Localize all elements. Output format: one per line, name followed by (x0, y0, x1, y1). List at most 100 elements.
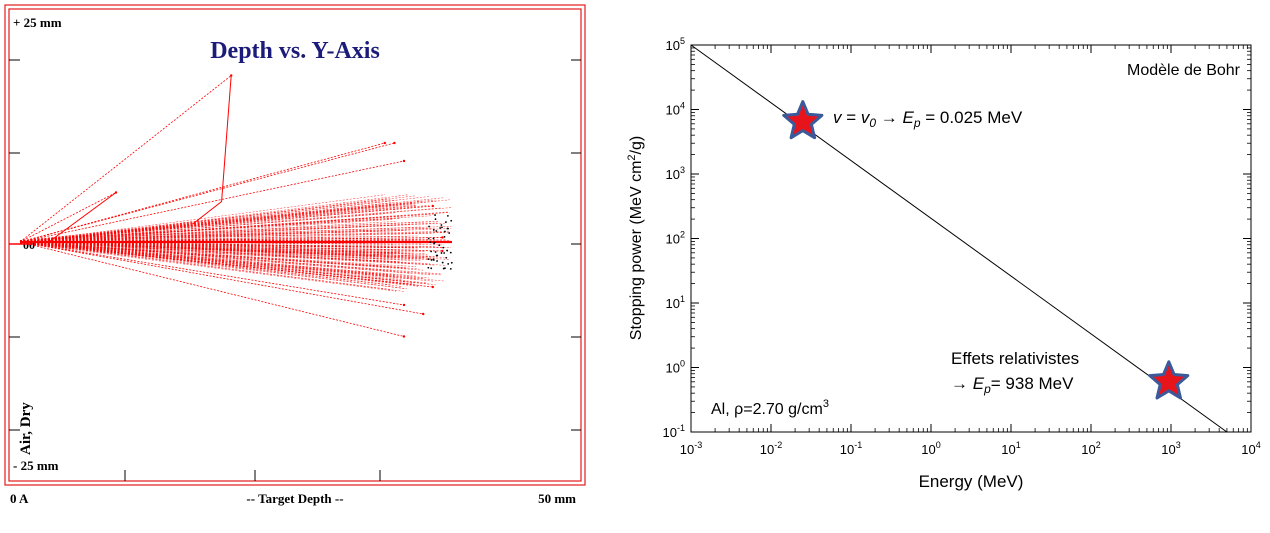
end-cluster-point (428, 226, 430, 228)
end-cluster-point (438, 244, 440, 246)
y-tick-label: 103 (666, 165, 685, 182)
x-tick-label: 102 (1081, 440, 1100, 457)
ion-endpoint (432, 286, 434, 288)
x-axis-title: Energy (MeV) (919, 472, 1024, 491)
ion-endpoint (393, 142, 395, 144)
end-cluster-point (429, 241, 431, 243)
end-cluster-point (433, 229, 435, 231)
recoil-track (49, 193, 116, 243)
depth-vs-y-chart: Depth vs. Y-Axis + 25 mm - 25 mm 00 0 A … (0, 0, 590, 528)
star-marker-2 (1150, 362, 1188, 398)
y-tick-label: 104 (666, 101, 685, 118)
end-cluster-point (430, 251, 432, 253)
end-cluster-point (444, 231, 446, 233)
marker1-label: v = v0 → Ep = 0.025 MeV (833, 108, 1023, 130)
end-cluster-point (431, 259, 433, 261)
y-tick-label: 105 (666, 36, 685, 53)
material-text: Al, ρ=2.70 g/cm (711, 401, 823, 418)
end-cluster-point (445, 257, 447, 259)
ion-endpoint (422, 313, 424, 315)
x-tick-label: 100 (921, 440, 940, 457)
outer-frame (5, 5, 585, 485)
y-tick-label: 102 (666, 230, 685, 247)
end-cluster-point (434, 242, 436, 244)
end-cluster-point (435, 251, 437, 253)
ion-track (20, 241, 430, 275)
end-cluster-point (428, 258, 430, 260)
x-tick-label: 10-3 (680, 440, 702, 457)
left-chart-title: Depth vs. Y-Axis (210, 38, 380, 64)
depth-vs-y-chart-panel: Depth vs. Y-Axis + 25 mm - 25 mm 00 0 A … (0, 0, 590, 528)
ion-endpoint (403, 160, 405, 162)
end-cluster-point (436, 260, 438, 262)
y-tick-labels: 10-1 100 101 102 103 104 105 (663, 36, 685, 440)
end-cluster-point (442, 262, 444, 264)
end-cluster-point (427, 267, 429, 269)
end-cluster-point (442, 247, 444, 249)
end-cluster-point (441, 226, 443, 228)
ion-endpoint (441, 250, 443, 252)
y-tick-label: 10-1 (663, 423, 685, 440)
ion-track (20, 76, 231, 243)
ion-endpoint (441, 236, 443, 238)
x-tick-labels: 10-3 10-2 10-1 100 101 102 103 104 (680, 440, 1261, 457)
ion-track (20, 199, 388, 244)
recoil-track (193, 202, 222, 225)
end-cluster-point (435, 230, 437, 232)
ion-track (20, 196, 430, 243)
recoil-track (222, 76, 232, 202)
x-tick-label: 10-1 (840, 440, 862, 457)
end-cluster-point (446, 250, 448, 252)
y-bottom-label: - 25 mm (13, 458, 59, 473)
y-axis-title-main: Stopping power (MeV cm (628, 161, 645, 341)
y-top-label: + 25 mm (13, 15, 62, 30)
end-cluster-point (451, 262, 453, 264)
end-cluster-point (443, 252, 445, 254)
end-cluster-point (433, 238, 435, 240)
end-cluster-point (450, 220, 452, 222)
end-cluster-point (435, 218, 437, 220)
end-cluster-point (447, 263, 449, 265)
marker2-label-line1: Effets relativistes (951, 349, 1079, 368)
end-cluster-point (441, 224, 443, 226)
end-cluster-point (441, 252, 443, 254)
ion-track (20, 242, 423, 314)
model-label: Modèle de Bohr (1127, 62, 1241, 79)
ion-tracks (20, 74, 453, 337)
star-marker-1 (784, 102, 822, 138)
x-tick-label: 103 (1161, 440, 1180, 457)
x-tick-label: 101 (1001, 440, 1020, 457)
x-left-label: 0 A (10, 491, 29, 506)
end-cluster-point (428, 238, 430, 240)
ion-endpoint (403, 335, 405, 337)
end-cluster-point (444, 236, 446, 238)
end-cluster-point (447, 215, 449, 217)
end-cluster-point (433, 259, 435, 261)
x-tick-label: 104 (1241, 440, 1260, 457)
end-cluster-point (448, 232, 450, 234)
end-cluster-point (430, 267, 432, 269)
marker2-label-line2: → Ep= 938 MeV (951, 374, 1074, 396)
end-cluster-point (450, 268, 452, 270)
end-cluster-point (436, 255, 438, 257)
x-tick-label: 10-2 (760, 440, 782, 457)
ion-track (20, 212, 450, 243)
end-cluster-point (434, 214, 436, 216)
ion-endpoint (403, 304, 405, 306)
medium-label: Air, Dry (18, 402, 34, 455)
y-tick-label: 101 (666, 294, 685, 311)
ion-endpoint (432, 205, 434, 207)
ion-track (20, 221, 431, 240)
end-cluster-point (445, 221, 447, 223)
end-cluster-point (444, 267, 446, 269)
material-sup: 3 (823, 398, 829, 410)
x-right-label: 50 mm (538, 491, 576, 506)
material-label: Al, ρ=2.70 g/cm3 (711, 398, 829, 418)
x-axis-label: -- Target Depth -- (246, 491, 343, 506)
y-axis-title-end: /g) (628, 136, 645, 155)
end-cluster-point (439, 227, 441, 229)
ion-endpoint (384, 142, 386, 144)
y-tick-label: 100 (666, 359, 685, 376)
